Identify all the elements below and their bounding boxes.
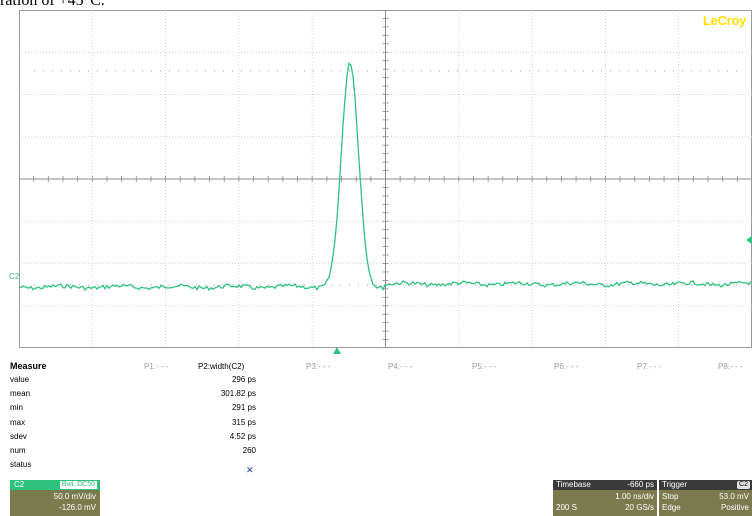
measure-param-p4[interactable]: P4:- - - (388, 362, 413, 371)
channel-scale: 50.0 mV/div (53, 492, 96, 501)
oscilloscope-grid[interactable] (19, 10, 752, 348)
timebase-delay: -660 ps (627, 480, 654, 489)
trigger-title: Trigger (662, 480, 688, 489)
trigger-type: Edge (662, 503, 681, 512)
channel-descriptor-box[interactable]: C2 BwL DC50 50.0 mV/div -126.0 mV (10, 480, 100, 516)
measure-row-label: num (10, 446, 26, 455)
measure-row-value: 291 ps (231, 403, 256, 413)
timebase-scale: 1.00 ns/div (615, 492, 654, 501)
trigger-slope: Positive (720, 503, 749, 512)
measure-row-label: min (10, 403, 23, 413)
trigger-level: 53.0 mV (719, 492, 749, 501)
figure-caption: ration of +45°C. (0, 0, 105, 9)
channel-name: C2 (14, 480, 25, 489)
waveform-trace (19, 62, 752, 292)
measure-param-p6[interactable]: P6:- - - (554, 362, 579, 371)
trigger-position-icon (333, 347, 341, 354)
measure-param-p1[interactable]: P1:- - - (144, 362, 169, 371)
measure-row-value: 301.82 ps (220, 389, 256, 399)
measure-param-p7[interactable]: P7:- - - (637, 362, 662, 371)
timebase-samples: 200 S (556, 503, 577, 512)
measure-param-p5[interactable]: P5:- - - (472, 362, 497, 371)
timebase-rate: 20 GS/s (625, 503, 654, 512)
trigger-level-icon (746, 236, 752, 244)
trigger-channel: C2 (737, 481, 750, 489)
measure-row-value: 4.52 ps (229, 431, 256, 441)
channel-trace-marker: C2 (9, 272, 20, 281)
measure-row-label: mean (10, 389, 31, 399)
measure-row-value: 296 ps (231, 375, 256, 384)
measure-row-label: value (10, 375, 30, 384)
measure-param-p2[interactable]: P2:width(C2) (198, 362, 245, 371)
trigger-mode: Stop (662, 492, 679, 501)
channel-offset: -126.0 mV (59, 503, 96, 512)
channel-coupling: BwL DC50 (59, 481, 97, 489)
timebase-title: Timebase (556, 480, 591, 489)
lecroy-logo: LeCroy (703, 13, 746, 28)
measure-param-p3[interactable]: P3:- - - (306, 362, 331, 371)
measure-row-value: 260 (242, 446, 256, 455)
measure-row-value: 315 ps (231, 417, 256, 427)
measure-param-p8[interactable]: P8:- - - (718, 362, 743, 371)
measure-row-label: max (10, 417, 26, 427)
trigger-descriptor-box[interactable]: Trigger C2 Stop 53.0 mV Edge Positive (659, 480, 752, 516)
measure-row-label: sdev (10, 431, 27, 441)
measure-title: Measure (10, 361, 47, 371)
status-warning-icon: ✕ (246, 465, 254, 475)
measure-row-label: status (10, 460, 32, 470)
timebase-descriptor-box[interactable]: Timebase -660 ps 1.00 ns/div 200 S 20 GS… (553, 480, 657, 516)
